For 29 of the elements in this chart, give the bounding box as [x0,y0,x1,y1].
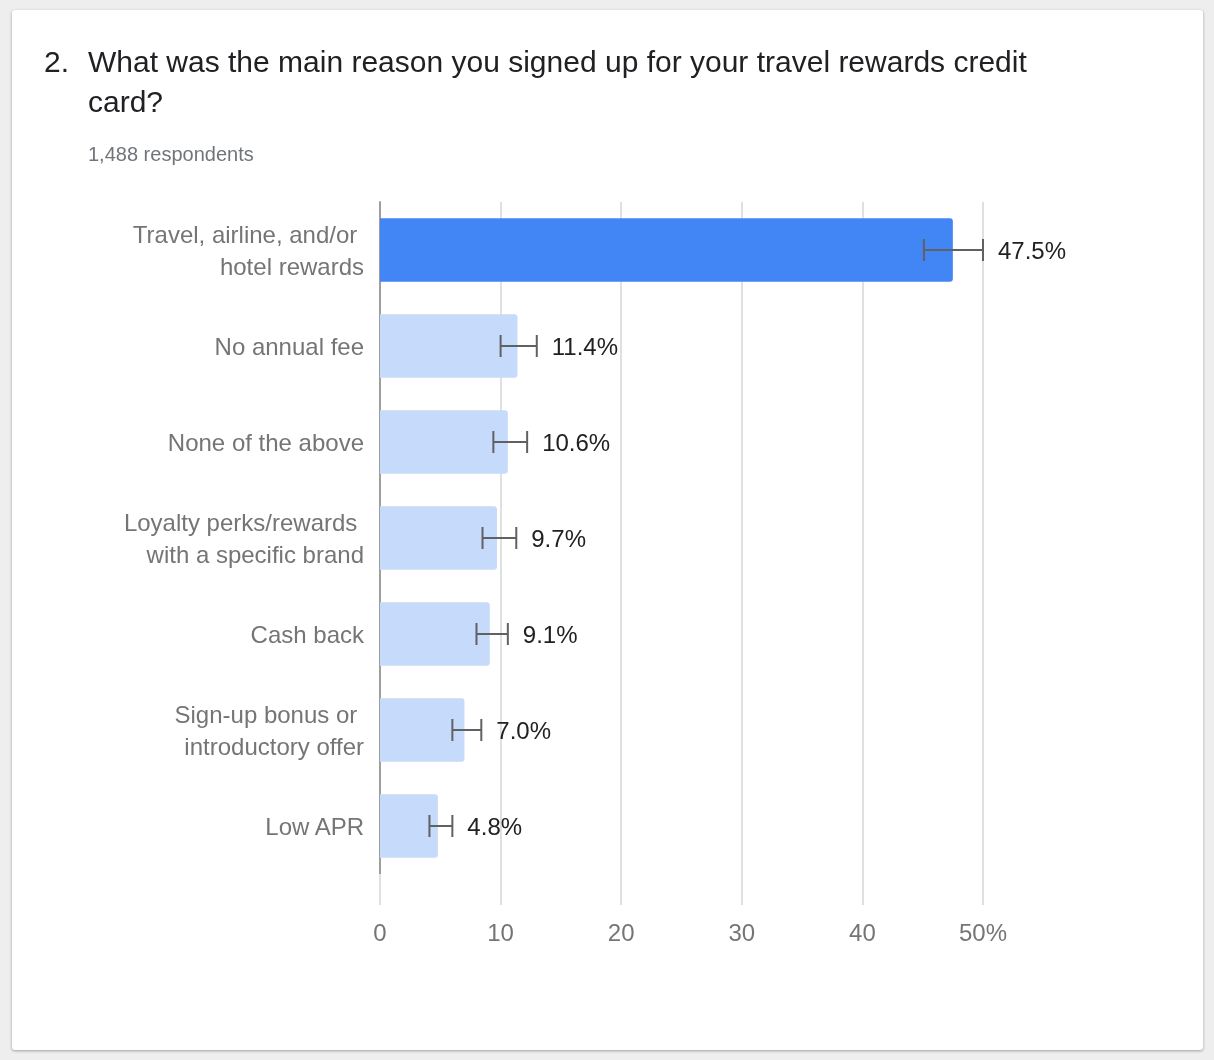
bar [380,314,518,378]
bar [380,410,508,474]
y-tick-label: Travel, airline, and/or hotel rewards [132,220,364,280]
x-tick-label: 40 [849,918,876,946]
bar [380,794,438,858]
bar [380,218,953,282]
y-tick-label: None of the above [167,428,364,456]
y-tick-label: Cash back [250,620,365,648]
data-label: 7.0% [496,716,552,744]
x-tick-label: 10 [487,918,514,946]
data-label: 10.6% [542,428,611,456]
data-label: 9.1% [522,620,578,648]
chart-title: 2. What was the main reason you signed up for your travel rewards credit card? [44,44,1028,120]
y-tick-label: Loyalty perks/rewards with a specific brand [123,508,364,568]
y-tick-label: No annual fee [214,332,364,360]
data-label: 47.5% [998,236,1067,264]
bar [380,506,497,570]
text: 1,488 respondents [88,142,254,167]
bar [380,602,490,666]
x-tick-label: 0 [373,918,387,946]
data-label: 4.8% [467,812,523,840]
bar [380,698,465,762]
data-label: 9.7% [531,524,586,552]
x-tick-label: 20 [607,918,635,946]
y-tick-label: Low APR [265,812,364,840]
x-tick-label: 30 [728,918,756,946]
data-label: 11.4% [551,332,619,360]
y-tick-label: Sign-up bonus or introductory offer [174,700,364,760]
x-tick-label: 50% [958,918,1008,946]
